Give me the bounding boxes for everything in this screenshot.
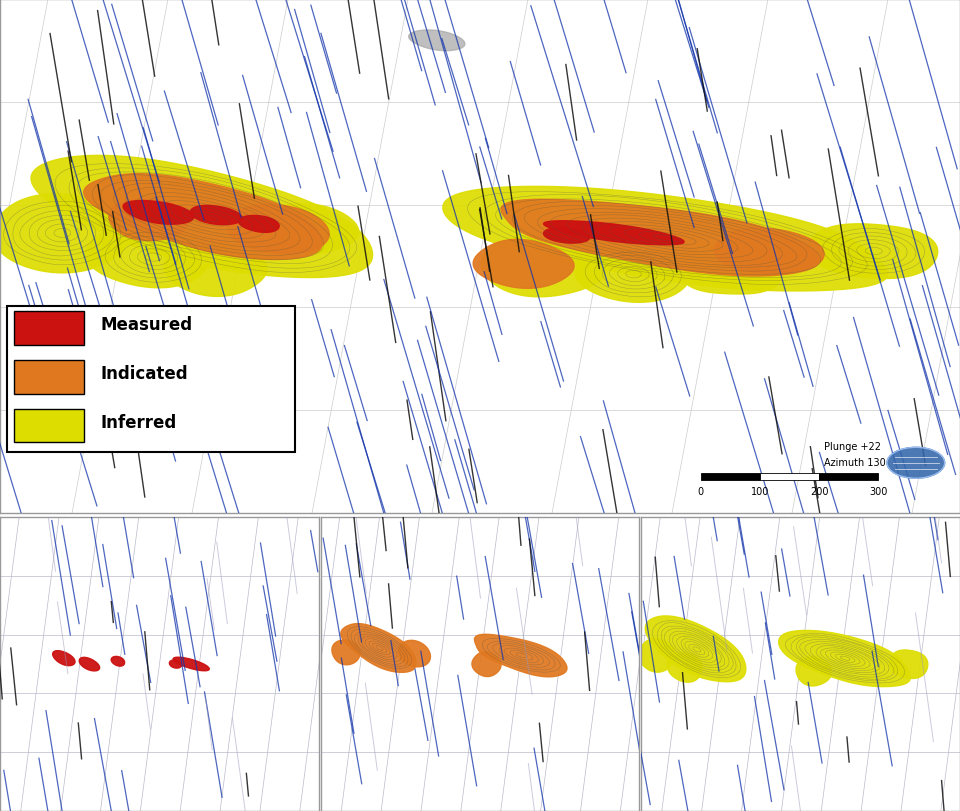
Polygon shape	[332, 641, 360, 665]
Polygon shape	[409, 31, 465, 52]
Polygon shape	[123, 201, 194, 225]
Polygon shape	[714, 229, 824, 274]
Bar	[760, 474, 819, 480]
Polygon shape	[31, 157, 372, 278]
Polygon shape	[238, 217, 279, 233]
Polygon shape	[501, 200, 819, 277]
Bar	[14, 361, 84, 394]
Polygon shape	[575, 247, 691, 303]
Polygon shape	[169, 660, 181, 668]
Polygon shape	[108, 200, 188, 242]
Bar	[14, 312, 84, 345]
Polygon shape	[190, 206, 242, 225]
Text: 100: 100	[751, 487, 769, 496]
Polygon shape	[679, 245, 781, 294]
Polygon shape	[80, 658, 100, 671]
Text: 0: 0	[698, 487, 704, 496]
Text: Plunge +22: Plunge +22	[824, 442, 880, 452]
Circle shape	[887, 448, 945, 478]
Polygon shape	[473, 240, 574, 289]
Text: Indicated: Indicated	[101, 364, 188, 382]
Text: 200: 200	[810, 487, 828, 496]
Polygon shape	[228, 205, 329, 254]
Polygon shape	[164, 243, 267, 297]
Bar	[701, 474, 760, 480]
Bar	[14, 410, 84, 443]
Text: Inferred: Inferred	[101, 413, 177, 431]
Polygon shape	[890, 650, 927, 679]
Bar	[819, 474, 878, 480]
Text: Azimuth 130: Azimuth 130	[824, 457, 885, 467]
Polygon shape	[443, 187, 888, 292]
Polygon shape	[481, 236, 608, 298]
Polygon shape	[173, 658, 209, 671]
Polygon shape	[85, 227, 209, 289]
Polygon shape	[639, 639, 675, 672]
Polygon shape	[543, 221, 684, 246]
Text: Measured: Measured	[101, 315, 193, 333]
Polygon shape	[253, 204, 359, 254]
Polygon shape	[0, 195, 133, 273]
Polygon shape	[796, 657, 831, 686]
Polygon shape	[645, 616, 746, 682]
Polygon shape	[53, 651, 75, 666]
Polygon shape	[808, 225, 938, 279]
Polygon shape	[472, 652, 501, 676]
Polygon shape	[779, 631, 910, 687]
FancyBboxPatch shape	[7, 307, 295, 453]
Text: 300: 300	[869, 487, 888, 496]
Polygon shape	[84, 174, 323, 260]
Polygon shape	[341, 624, 416, 672]
Polygon shape	[543, 229, 589, 244]
Polygon shape	[667, 653, 702, 682]
Polygon shape	[111, 657, 125, 667]
Polygon shape	[398, 641, 430, 667]
Polygon shape	[474, 634, 567, 677]
